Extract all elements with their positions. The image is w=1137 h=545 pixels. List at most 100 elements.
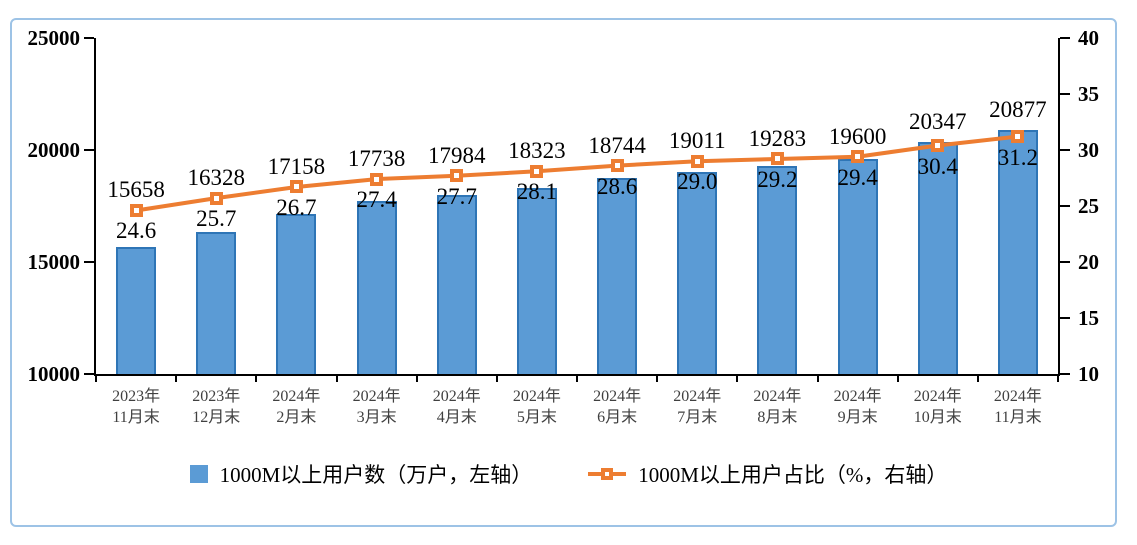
x-tick-label-line: 5月末 [516, 409, 557, 426]
x-tick-label-line: 11月末 [112, 409, 160, 426]
legend-line-label: 1000M以上用户占比（%，右轴） [638, 463, 948, 487]
x-tick-label: 2024年 4月末 [415, 386, 499, 428]
y-tick-label-left: 20000 [27, 138, 81, 162]
line-percent-label: 29.0 [677, 169, 718, 195]
line-marker [931, 139, 945, 153]
line-marker [851, 150, 865, 164]
line-percent-label: 26.7 [276, 194, 317, 220]
x-tick-label-line: 2024年 [673, 388, 722, 405]
bar-value-label: 17158 [267, 153, 326, 179]
x-tick-label-line: 2024年 [593, 388, 642, 405]
bar-value-label: 19011 [668, 128, 726, 154]
x-tick [896, 376, 899, 382]
x-tick-label: 2024年 10月末 [896, 386, 980, 428]
line-marker [1011, 130, 1025, 144]
y-tick-right [1060, 261, 1070, 263]
x-tick-label: 2024年 8月末 [735, 386, 819, 428]
x-tick [95, 376, 97, 382]
y-tick-left [84, 373, 94, 375]
y-tick-right [1060, 149, 1070, 151]
bar-value-label: 17984 [428, 142, 486, 168]
line-swatch-square [601, 468, 614, 480]
bar [757, 166, 798, 374]
line-percent-label: 25.7 [196, 206, 237, 232]
x-tick [415, 376, 418, 382]
y-tick-left [84, 149, 94, 151]
bar [436, 195, 477, 374]
legend-item-line-series: 1000M以上用户占比（%，右轴） [588, 459, 947, 489]
x-tick [255, 376, 258, 382]
x-tick [175, 376, 178, 382]
bar-value-label: 15658 [107, 177, 165, 203]
x-tick-label: 2024年 11月末 [976, 386, 1060, 428]
y-tick-right [1060, 93, 1070, 95]
bar-value-label: 19283 [748, 125, 807, 151]
y-tick-label-right: 15 [1078, 306, 1099, 330]
x-tick [576, 376, 578, 382]
bar-value-label: 20347 [909, 109, 967, 135]
y-axis-left [94, 38, 96, 376]
x-tick-label: 2024年 6月末 [575, 386, 659, 428]
bar [516, 187, 557, 374]
y-tick-label-right: 40 [1078, 26, 1099, 50]
x-tick-label: 2023年 11月末 [94, 386, 178, 428]
bar [356, 200, 397, 374]
bar [677, 172, 718, 374]
x-tick-label: 2024年 2月末 [254, 386, 338, 428]
x-tick-label: 2024年 3月末 [335, 386, 419, 428]
line-percent-label: 29.2 [757, 166, 798, 192]
bar [196, 232, 237, 374]
x-tick-label-line: 2024年 [913, 388, 962, 405]
line-percent-label: 30.4 [917, 153, 958, 179]
y-tick-left [84, 37, 94, 39]
x-tick-label-line: 2024年 [352, 388, 401, 405]
line-percent-label: 27.7 [436, 183, 477, 209]
y-tick-right [1060, 317, 1070, 319]
y-tick-label-right: 30 [1078, 138, 1099, 162]
x-tick-label-line: 2023年 [112, 388, 161, 405]
y-axis-right [1058, 38, 1060, 376]
line-marker [530, 164, 544, 178]
bar-value-label: 17738 [347, 146, 406, 172]
bar-value-label: 20877 [989, 97, 1047, 123]
bar-series-swatch-icon [189, 465, 208, 483]
x-tick-label: 2023年 12月末 [174, 386, 258, 428]
line-marker [209, 191, 223, 205]
x-tick-label: 2024年 7月末 [655, 386, 739, 428]
legend: 1000M以上用户数（万户，左轴） 1000M以上用户占比（%，右轴） [0, 459, 1137, 489]
line-marker [289, 180, 303, 194]
line-percent-label: 28.1 [516, 179, 558, 205]
x-tick [1057, 376, 1059, 382]
line-marker [450, 169, 464, 183]
x-tick [736, 376, 739, 382]
y-tick-label-right: 20 [1078, 250, 1099, 274]
legend-bar-label: 1000M以上用户数（万户，左轴） [219, 463, 533, 487]
x-tick [495, 376, 498, 382]
y-tick-left [84, 261, 94, 263]
x-tick [976, 376, 979, 382]
x-tick-label-line: 11月末 [994, 409, 1042, 426]
bar-value-label: 16328 [187, 165, 246, 191]
y-tick-label-right: 25 [1078, 194, 1099, 218]
bar-value-label: 18744 [588, 132, 646, 158]
bar [837, 158, 878, 374]
y-tick-label-right: 35 [1078, 82, 1099, 106]
x-tick-label-line: 9月末 [837, 409, 878, 426]
bar-value-label: 18323 [508, 138, 566, 164]
y-tick-label-right: 10 [1078, 362, 1099, 386]
x-tick-label-line: 2024年 [753, 388, 802, 405]
x-tick [335, 376, 338, 382]
line-percent-label: 27.4 [356, 187, 397, 213]
x-tick-label-line: 2024年 [993, 388, 1042, 405]
line-percent-label: 31.2 [997, 144, 1039, 170]
line-series-marker-icon [588, 467, 627, 481]
x-tick [816, 376, 819, 382]
bar [597, 178, 638, 374]
x-tick-label-line: 2024年 [432, 388, 481, 405]
bar [276, 213, 317, 374]
x-tick-label-line: 2024年 [833, 388, 882, 405]
line-marker [129, 203, 143, 217]
x-tick-label-line: 7月末 [677, 409, 718, 426]
x-tick-label-line: 2023年 [192, 388, 241, 405]
